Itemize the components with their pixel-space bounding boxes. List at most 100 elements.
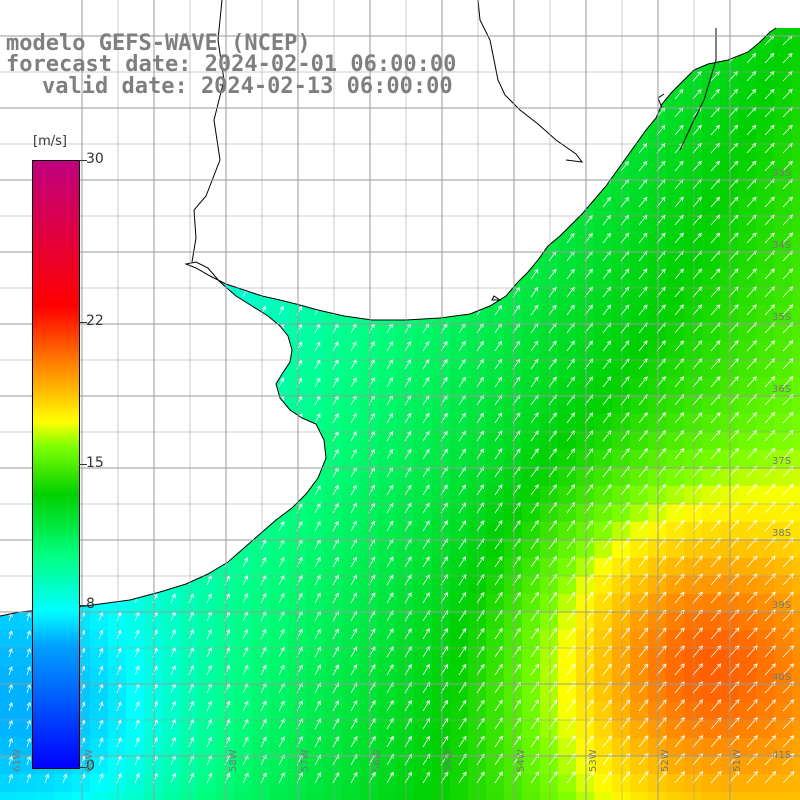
wind-cell [324, 684, 343, 703]
wind-arrow [620, 448, 630, 460]
wind-cell [720, 702, 739, 721]
wind-arrow [422, 430, 430, 442]
longitude-label: 54W [516, 749, 527, 772]
wind-cell [540, 558, 559, 577]
wind-cell [342, 720, 361, 739]
wind-cell [792, 306, 800, 325]
wind-cell [540, 792, 559, 800]
wind-arrow [350, 538, 357, 550]
wind-arrow [206, 664, 212, 676]
wind-arrow [350, 646, 358, 658]
wind-cell [720, 522, 739, 541]
wind-cell [558, 720, 577, 739]
wind-cell [576, 702, 595, 721]
latitude-label: 40S [772, 672, 792, 683]
wind-cell [630, 360, 649, 379]
wind-cell [576, 288, 595, 307]
longitude-label: 53W [588, 749, 599, 772]
wind-cell [558, 648, 577, 667]
wind-cell [792, 450, 800, 469]
wind-cell [774, 792, 793, 800]
wind-arrow [620, 771, 631, 784]
wind-cell [486, 558, 505, 577]
wind-cell [342, 558, 361, 577]
wind-cell [450, 540, 469, 559]
wind-arrow [8, 684, 13, 694]
wind-cell [0, 666, 19, 685]
wind-cell [774, 342, 793, 361]
wind-cell [432, 630, 451, 649]
wind-cell [396, 684, 415, 703]
wind-cell [270, 666, 289, 685]
wind-cell [288, 396, 307, 415]
wind-cell [558, 252, 577, 271]
wind-arrow [602, 376, 612, 388]
wind-cell [576, 414, 595, 433]
longitude-label: 57W [300, 749, 311, 772]
wind-cell [306, 630, 325, 649]
wind-arrow [602, 555, 612, 568]
wind-cell [576, 468, 595, 487]
wind-cell [738, 630, 757, 649]
wind-cell [684, 648, 703, 667]
wind-cell [720, 324, 739, 343]
wind-cell [702, 630, 721, 649]
wind-cell [144, 792, 163, 800]
wind-cell [414, 594, 433, 613]
wind-cell [540, 540, 559, 559]
wind-cell [396, 630, 415, 649]
wind-cell [432, 594, 451, 613]
wind-cell [666, 720, 685, 739]
wind-cell [630, 306, 649, 325]
wind-arrow [206, 646, 212, 658]
wind-cell [702, 108, 721, 127]
wind-arrow [620, 519, 630, 532]
wind-arrow [728, 519, 740, 532]
wind-cell [666, 108, 685, 127]
colorbar-tick-label: 22 [86, 312, 104, 329]
wind-cell [702, 774, 721, 793]
wind-arrow [764, 717, 777, 730]
wind-cell [666, 486, 685, 505]
wind-cell [774, 648, 793, 667]
wind-cell [774, 774, 793, 793]
wind-arrow [188, 754, 195, 766]
wind-cell [450, 486, 469, 505]
wind-cell [540, 270, 559, 289]
wind-arrow [692, 663, 704, 676]
wind-cell [702, 468, 721, 487]
wind-cell [414, 396, 433, 415]
wind-cell [414, 504, 433, 523]
wind-cell [342, 756, 361, 775]
wind-arrow [602, 699, 613, 712]
wind-cell [324, 432, 343, 451]
wind-arrow [98, 773, 104, 784]
wind-arrow [458, 484, 466, 496]
wind-cell [738, 108, 757, 127]
wind-cell [216, 684, 235, 703]
wind-arrow [620, 196, 630, 208]
wind-cell [504, 342, 523, 361]
wind-cell [288, 342, 307, 361]
wind-cell [522, 756, 541, 775]
wind-arrow [386, 448, 394, 460]
wind-cell [378, 738, 397, 757]
wind-cell [0, 630, 19, 649]
wind-cell [738, 252, 757, 271]
wind-arrow [692, 142, 702, 154]
wind-cell [522, 270, 541, 289]
wind-cell [90, 612, 109, 631]
wind-cell [252, 774, 271, 793]
wind-cell [612, 756, 631, 775]
wind-cell [720, 792, 739, 800]
wind-cell [648, 486, 667, 505]
wind-cell [360, 576, 379, 595]
wind-cell [738, 504, 757, 523]
wind-arrow [710, 304, 721, 316]
wind-cell [342, 594, 361, 613]
wind-arrow [26, 683, 31, 694]
wind-cell [342, 504, 361, 523]
wind-cell [468, 504, 487, 523]
wind-cell [432, 450, 451, 469]
wind-cell [360, 774, 379, 793]
